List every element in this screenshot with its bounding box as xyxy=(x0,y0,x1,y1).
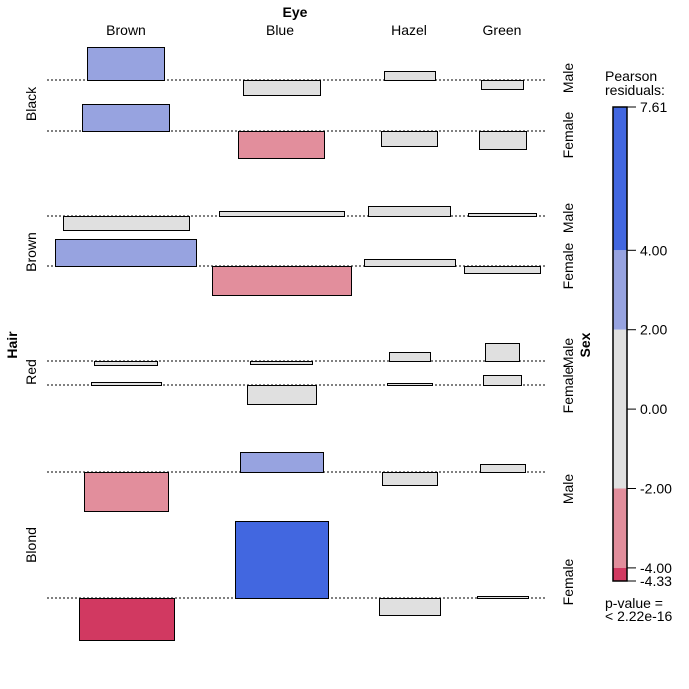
pvalue-line2: < 2.22e-16 xyxy=(605,608,673,624)
eye-label-hazel: Hazel xyxy=(391,22,427,38)
sex-label-blond-male: Male xyxy=(560,474,576,505)
cell-black-female-brown xyxy=(82,104,170,132)
legend-bin-3 xyxy=(613,488,627,568)
hair-label-red: Red xyxy=(23,359,39,385)
cell-red-female-green xyxy=(483,375,522,386)
cell-black-male-brown xyxy=(87,47,165,81)
cell-black-male-green xyxy=(481,80,524,90)
legend-title-line2: residuals: xyxy=(605,82,665,98)
hair-label-blond: Blond xyxy=(23,527,39,563)
cell-brown-female-blue xyxy=(212,266,352,296)
hair-label-black: Black xyxy=(23,86,39,121)
legend-colorbar: 7.61 4.00 2.00 0.00 -2.00 -4.00-4.33 xyxy=(612,99,672,589)
legend-frame xyxy=(612,106,628,582)
legend-title-line1: Pearson xyxy=(605,68,657,84)
residual-cells xyxy=(47,47,545,641)
cell-blond-female-green xyxy=(477,596,529,599)
cell-red-male-blue xyxy=(250,361,313,365)
cell-blond-male-blue xyxy=(240,452,324,473)
cell-brown-female-hazel xyxy=(364,259,456,267)
cell-blond-male-hazel xyxy=(382,472,438,486)
cell-blond-female-hazel xyxy=(379,598,441,616)
cell-black-male-hazel xyxy=(384,71,436,81)
legend-tick-label: 4.00 xyxy=(640,242,667,258)
cell-red-male-hazel xyxy=(389,352,431,362)
x-variable-label: Eye xyxy=(283,4,308,20)
legend-tick-label: -4.00 xyxy=(640,560,672,576)
cell-black-female-hazel xyxy=(381,131,438,147)
legend-tick-label: -2.00 xyxy=(640,481,672,497)
legend-tick-label: 0.00 xyxy=(640,401,667,417)
legend-bin-1 xyxy=(613,250,627,330)
legend-tick-label: 2.00 xyxy=(640,322,667,338)
cell-red-female-blue xyxy=(247,385,317,405)
cell-brown-female-brown xyxy=(55,239,197,267)
cell-brown-male-brown xyxy=(63,216,190,231)
eye-label-green: Green xyxy=(483,22,522,38)
legend-bin-2 xyxy=(613,329,627,489)
cell-black-female-blue xyxy=(238,131,325,159)
hair-label-brown: Brown xyxy=(23,232,39,272)
sex-label-blond-female: Female xyxy=(560,558,576,605)
legend-tick-label: -4.33 xyxy=(640,573,672,589)
cell-blond-male-brown xyxy=(84,472,169,512)
sex-label-brown-male: Male xyxy=(560,203,576,234)
cell-brown-female-green xyxy=(464,266,541,274)
z-variable-label: Sex xyxy=(577,332,593,357)
y-variable-label: Hair xyxy=(4,331,20,359)
cell-brown-male-hazel xyxy=(368,206,451,217)
eye-label-blue: Blue xyxy=(266,22,294,38)
sex-label-red-female: Female xyxy=(560,366,576,413)
cell-black-male-blue xyxy=(243,80,321,96)
cell-brown-male-green xyxy=(468,213,537,217)
cell-blond-female-brown xyxy=(79,598,175,641)
cell-red-female-hazel xyxy=(387,383,433,386)
cell-blond-female-blue xyxy=(235,521,329,599)
pvalue-line1: p-value = xyxy=(605,595,663,611)
cell-brown-male-blue xyxy=(219,211,345,217)
cell-red-male-green xyxy=(485,343,520,362)
legend-bin-4 xyxy=(613,567,627,581)
legend-bin-0 xyxy=(613,107,627,251)
cell-red-female-brown xyxy=(91,382,162,386)
cell-blond-male-green xyxy=(480,464,526,473)
sex-label-black-female: Female xyxy=(560,111,576,158)
eye-label-brown: Brown xyxy=(106,22,146,38)
cell-red-male-brown xyxy=(94,361,158,366)
cell-black-female-green xyxy=(479,131,527,150)
sex-label-brown-female: Female xyxy=(560,242,576,289)
legend-tick-label: 7.61 xyxy=(640,99,667,115)
sex-label-red-male: Male xyxy=(560,338,576,369)
sex-label-black-male: Male xyxy=(560,63,576,94)
